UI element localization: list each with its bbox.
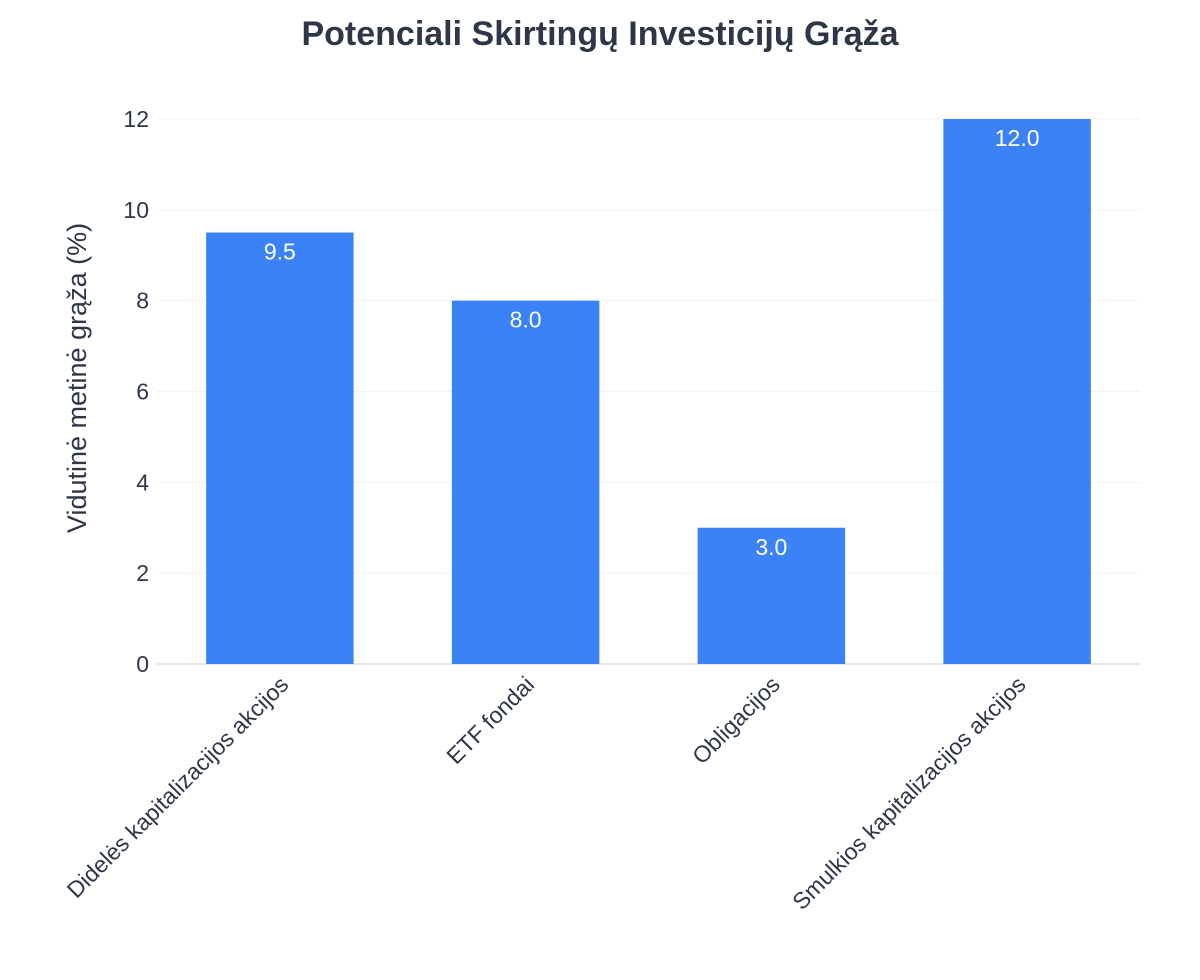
bar: [451, 300, 600, 664]
y-tick-labels: 0 2 4 6 8 10 12: [123, 106, 149, 677]
x-tick-label: Didelės kapitalizacijos akcijos: [62, 671, 294, 903]
data-label: 8.0: [510, 307, 542, 333]
data-label: 9.5: [264, 239, 296, 265]
y-tick-label: 2: [136, 560, 149, 586]
y-tick-label: 6: [136, 379, 149, 405]
chart-title: Potenciali Skirtingų Investicijų Grąža: [301, 15, 899, 53]
bar: [697, 527, 846, 664]
y-tick-label: 12: [123, 106, 149, 132]
x-tick-label: Obligacijos: [687, 671, 785, 769]
data-label: 3.0: [755, 534, 787, 560]
y-tick-label: 0: [136, 651, 149, 677]
x-tick-label: ETF fondai: [441, 671, 539, 769]
bars: 9.5 8.0 3.0 12.0: [206, 119, 1091, 664]
bar: [206, 232, 354, 664]
y-tick-label: 8: [136, 288, 149, 314]
y-tick-label: 10: [123, 197, 149, 223]
data-label: 12.0: [995, 125, 1040, 151]
y-axis-title: Vidutinė metinė grąža (%): [62, 223, 92, 533]
bar: [943, 119, 1091, 664]
x-tick-label: Smulkios kapitalizacijos akcijos: [787, 671, 1030, 914]
x-tick-labels: Didelės kapitalizacijos akcijos ETF fonda…: [62, 671, 1031, 914]
y-tick-label: 4: [136, 469, 149, 495]
